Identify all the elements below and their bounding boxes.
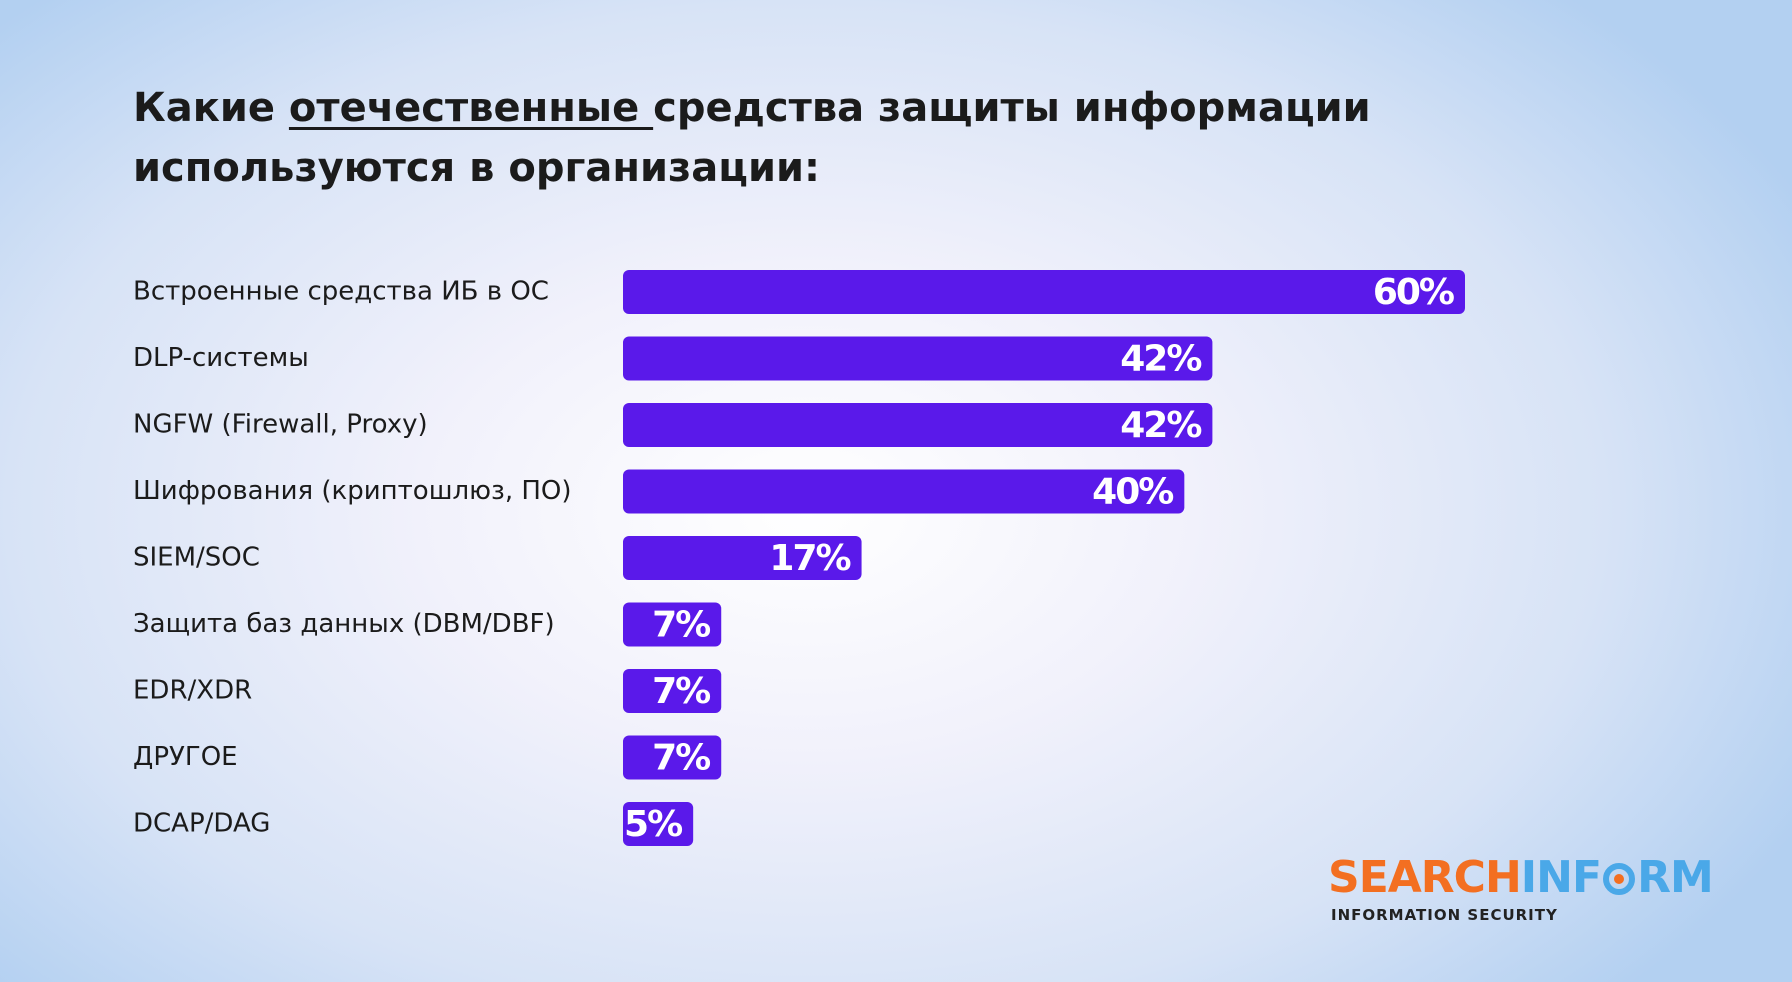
value-label: 42%	[1120, 339, 1201, 380]
target-o-icon	[1603, 863, 1636, 895]
category-label: EDR/XDR	[133, 676, 252, 706]
value-label: 60%	[1373, 272, 1454, 313]
value-label: 7%	[652, 671, 710, 712]
value-label: 7%	[652, 605, 710, 646]
title-underlined: отечественные	[288, 85, 654, 131]
bar	[623, 469, 1185, 514]
chart-title: Какие отечественные средства защиты инфо…	[133, 78, 1433, 198]
category-label: DLP-системы	[133, 343, 309, 373]
title-part1: Какие	[133, 85, 289, 131]
category-label: ДРУГОЕ	[133, 742, 238, 772]
brand-tagline: INFORMATION SECURITY	[1331, 906, 1558, 924]
category-label: Встроенные средства ИБ в ОС	[133, 277, 549, 307]
bar	[623, 735, 722, 780]
category-label: DCAP/DAG	[133, 809, 270, 839]
value-label: 17%	[769, 538, 850, 579]
bar	[623, 536, 862, 580]
brand-name-part2: INF	[1520, 852, 1602, 903]
category-label: SIEM/SOC	[133, 543, 260, 573]
brand-name-part3: RM	[1637, 852, 1714, 903]
value-label: 7%	[652, 738, 710, 779]
brand-name: SEARCHINF RM	[1328, 852, 1728, 904]
bar	[623, 270, 1465, 314]
bar	[623, 602, 722, 647]
bar	[623, 802, 694, 846]
title-part2: средства защиты информации используются …	[133, 85, 1371, 191]
value-label: 42%	[1120, 405, 1201, 446]
value-label: 5%	[624, 804, 682, 845]
category-label: Защита баз данных (DBM/DBF)	[133, 609, 555, 639]
bar	[623, 669, 722, 713]
bar	[623, 403, 1213, 447]
category-label: NGFW (Firewall, Proxy)	[133, 410, 428, 440]
brand-logo: SEARCHINF RM INFORMATION SECURITY	[1328, 852, 1728, 942]
category-label: Шифрования (криптошлюз, ПО)	[133, 476, 572, 506]
bar	[623, 336, 1213, 381]
brand-name-part1: SEARCH	[1328, 852, 1522, 903]
value-label: 40%	[1092, 472, 1173, 513]
